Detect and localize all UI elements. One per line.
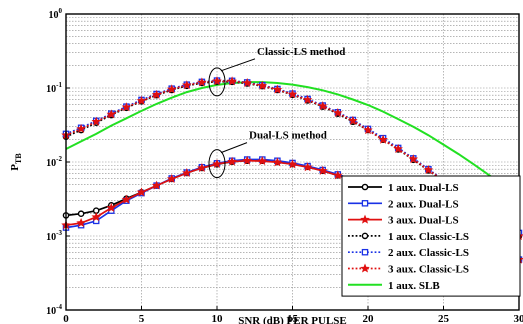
- annotation-0: Classic-LS method: [208, 46, 345, 97]
- y-tick-label: 10-4: [46, 303, 62, 317]
- data-point: [136, 187, 147, 197]
- annotation-leader: [220, 142, 248, 154]
- data-point: [363, 125, 373, 135]
- data-point: [76, 123, 86, 133]
- legend-marker: [360, 214, 370, 224]
- y-tick-label: 100: [49, 7, 63, 21]
- data-point: [121, 194, 132, 204]
- legend-label: 1 aux. Dual-LS: [388, 182, 459, 194]
- data-point: [408, 154, 419, 164]
- ticks: 0 5 10 15 20 25 30 100 10-1 10-2 10-3 10-4: [46, 7, 523, 324]
- x-tick-label: 10: [212, 313, 224, 324]
- data-point: [333, 108, 343, 118]
- data-point: [227, 156, 237, 166]
- legend-marker: [361, 200, 369, 207]
- data-point: [212, 159, 222, 169]
- legend-label: 2 aux. Dual-LS: [388, 198, 459, 210]
- data-point: [227, 76, 237, 86]
- data-point: [166, 174, 177, 184]
- data-point: [212, 76, 222, 86]
- data-point: [121, 102, 132, 112]
- legend-item-1: 2 aux. Dual-LS: [348, 198, 459, 210]
- data-point: [242, 155, 252, 165]
- data-point: [106, 109, 117, 119]
- series-line: [65, 81, 520, 198]
- legend-label: 3 aux. Dual-LS: [388, 215, 459, 227]
- data-point: [151, 89, 162, 99]
- data-point: [257, 80, 268, 90]
- legend-marker: [360, 263, 370, 273]
- annotation-leader: [220, 58, 256, 72]
- data-point: [272, 157, 283, 167]
- x-axis-label: SNR (dB) PER PULSE: [238, 315, 347, 324]
- data-point: [91, 116, 101, 126]
- data-point: [317, 101, 328, 111]
- data-point: [76, 218, 86, 228]
- x-tick-label: 5: [139, 313, 145, 324]
- data-point: [257, 156, 268, 166]
- data-point: [333, 170, 343, 180]
- y-tick-label: 10-1: [46, 81, 62, 95]
- x-tick-label: 30: [514, 313, 523, 324]
- annotation-1: Dual-LS method: [208, 130, 327, 179]
- annotation-ellipse: [208, 67, 226, 97]
- data-point: [182, 168, 192, 178]
- data-point: [182, 80, 192, 90]
- data-point: [242, 78, 252, 88]
- y-axis-label-main: P: [9, 164, 21, 171]
- legend-label: 1 aux. Classic-LS: [388, 231, 469, 243]
- data-point: [317, 165, 328, 175]
- y-tick-label: 10-2: [46, 155, 62, 169]
- x-tick-label: 20: [363, 313, 375, 324]
- y-tick-label: 10-3: [46, 229, 62, 243]
- data-point: [378, 134, 388, 144]
- legend-item-0: 1 aux. Dual-LS: [348, 182, 459, 194]
- legend: 1 aux. Dual-LS 2 aux. Dual-LS 3 aux. Dual-…: [341, 175, 521, 297]
- data-point: [423, 165, 434, 175]
- data-point: [151, 180, 162, 190]
- annotations: Classic-LS method Dual-LS method: [208, 46, 345, 179]
- legend-item-4: 2 aux. Classic-LS: [348, 247, 469, 259]
- data-point: [166, 84, 177, 94]
- series-6: [65, 81, 520, 198]
- data-point: [136, 95, 147, 105]
- legend-item-6: 1 aux. SLB: [348, 280, 440, 292]
- legend-item-3: 1 aux. Classic-LS: [348, 231, 469, 243]
- x-tick-label: 0: [63, 313, 69, 324]
- x-tick-label: 25: [438, 313, 450, 324]
- annotation-ellipse: [208, 149, 226, 179]
- data-point: [197, 163, 207, 173]
- x-tick-label: 15: [287, 313, 299, 324]
- annotation-label: Classic-LS method: [257, 46, 345, 58]
- legend-label: 3 aux. Classic-LS: [388, 264, 469, 276]
- legend-marker: [361, 232, 369, 240]
- data-point: [287, 89, 298, 99]
- legend-item-2: 3 aux. Dual-LS: [348, 215, 459, 227]
- data-point: [106, 202, 117, 212]
- data-point: [77, 210, 85, 218]
- legend-label: 2 aux. Classic-LS: [388, 247, 469, 259]
- y-axis-label-sub: TB: [14, 153, 23, 164]
- data-point: [272, 84, 283, 94]
- data-point: [348, 115, 358, 125]
- data-point: [302, 162, 313, 172]
- legend-label: 1 aux. SLB: [388, 280, 440, 292]
- data-point: [302, 94, 313, 104]
- data-point: [197, 77, 207, 87]
- data-point: [393, 144, 403, 154]
- data-point: [287, 159, 298, 169]
- y-axis-label: PTB: [9, 153, 23, 171]
- data-point: [91, 212, 101, 222]
- legend-item-5: 3 aux. Classic-LS: [348, 264, 469, 276]
- annotation-label: Dual-LS method: [249, 130, 327, 142]
- legend-marker: [361, 183, 369, 191]
- legend-marker: [361, 248, 369, 256]
